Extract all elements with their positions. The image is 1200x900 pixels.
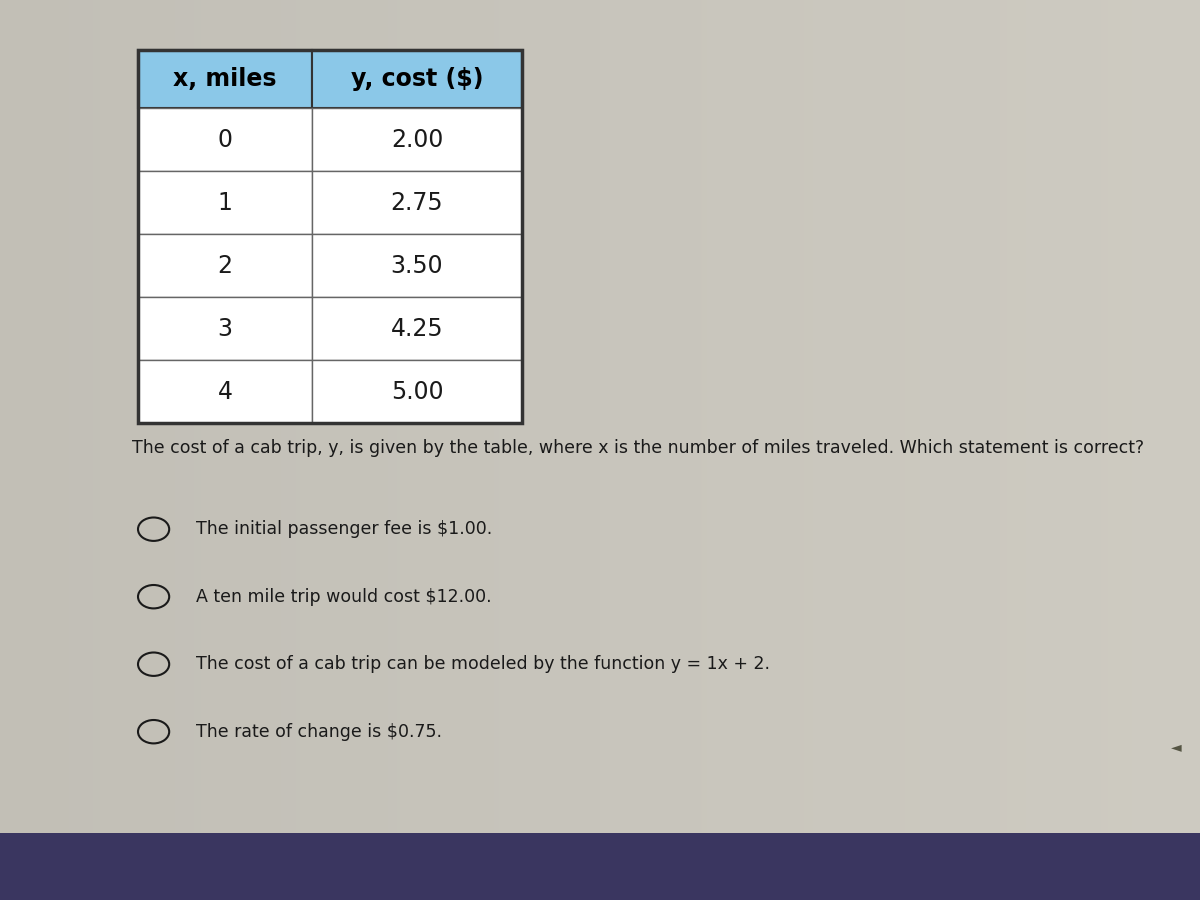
Text: 2.00: 2.00 — [391, 128, 443, 151]
Text: 4.25: 4.25 — [391, 317, 443, 340]
Bar — [138, 360, 312, 423]
Bar — [312, 234, 522, 297]
Bar — [312, 50, 522, 108]
Text: ◄: ◄ — [1171, 740, 1182, 754]
Bar — [138, 108, 312, 171]
Text: 3.50: 3.50 — [391, 254, 443, 277]
Text: 2: 2 — [217, 254, 233, 277]
Bar — [312, 297, 522, 360]
Bar — [312, 108, 522, 171]
Text: x, miles: x, miles — [173, 67, 277, 91]
Text: 2.75: 2.75 — [391, 191, 443, 214]
Text: 1: 1 — [217, 191, 233, 214]
Bar — [0, 832, 1200, 900]
Text: 0: 0 — [217, 128, 233, 151]
Text: The rate of change is $0.75.: The rate of change is $0.75. — [196, 723, 442, 741]
Text: y, cost ($): y, cost ($) — [350, 67, 484, 91]
Bar — [138, 50, 312, 108]
Text: A ten mile trip would cost $12.00.: A ten mile trip would cost $12.00. — [196, 588, 491, 606]
Bar — [138, 297, 312, 360]
Bar — [138, 234, 312, 297]
Bar — [312, 171, 522, 234]
Bar — [138, 171, 312, 234]
Bar — [312, 360, 522, 423]
Text: 3: 3 — [217, 317, 233, 340]
Bar — [138, 50, 522, 423]
Text: The cost of a cab trip, y, is given by the table, where x is the number of miles: The cost of a cab trip, y, is given by t… — [132, 439, 1144, 457]
Text: The initial passenger fee is $1.00.: The initial passenger fee is $1.00. — [196, 520, 492, 538]
Text: 4: 4 — [217, 380, 233, 403]
Text: The cost of a cab trip can be modeled by the function y = 1x + 2.: The cost of a cab trip can be modeled by… — [196, 655, 769, 673]
Text: 5.00: 5.00 — [391, 380, 443, 403]
